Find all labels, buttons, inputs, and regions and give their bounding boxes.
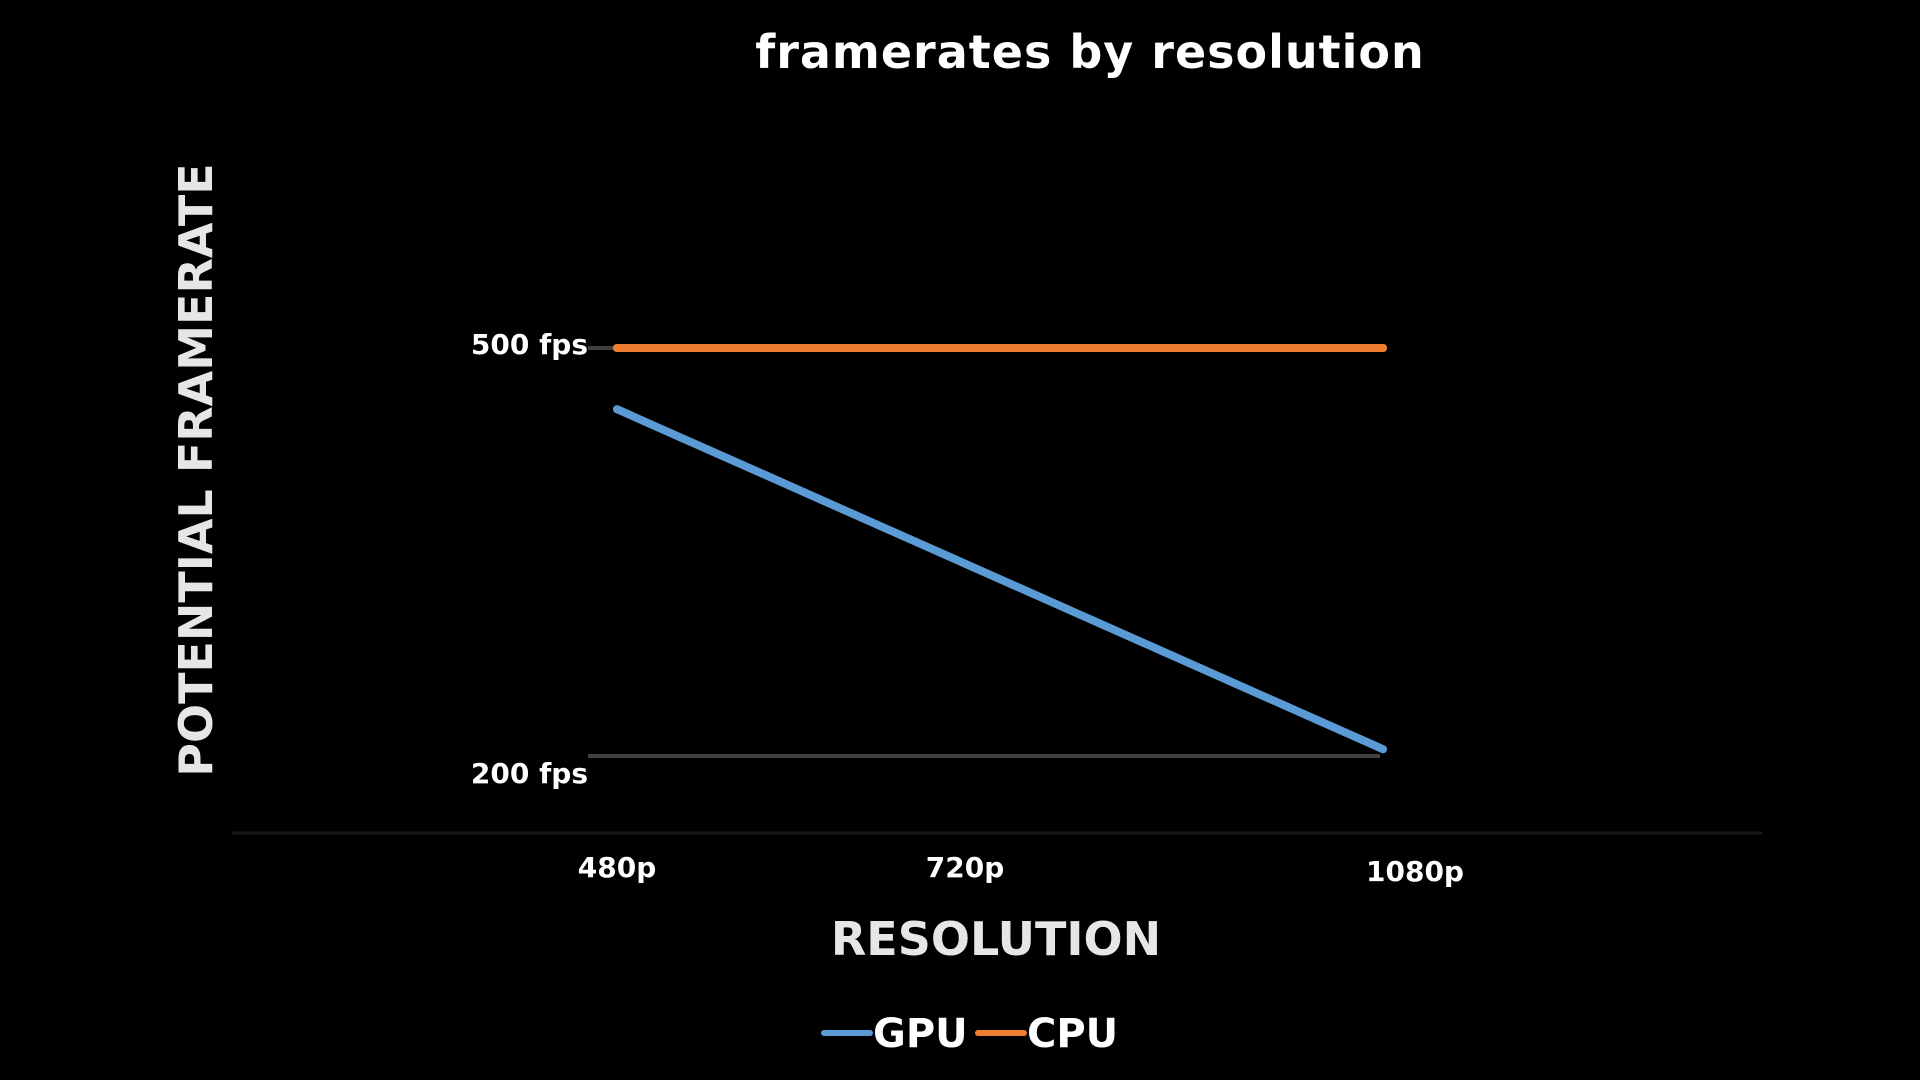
x-tick-label-1080p: 1080p <box>1366 855 1464 888</box>
point-cpu-1080p <box>1379 344 1387 352</box>
point-gpu-1080p <box>1379 745 1387 754</box>
series-lines <box>613 344 1387 754</box>
point-cpu-720p <box>996 344 1004 352</box>
x-tick-labels: 480p 720p 1080p <box>578 851 1464 888</box>
point-gpu-720p <box>996 575 1004 584</box>
legend-label-cpu: CPU <box>1027 1011 1118 1057</box>
y-tick-labels: 200 fps 500 fps <box>471 328 588 790</box>
point-gpu-480p <box>613 405 621 414</box>
legend-label-gpu: GPU <box>873 1011 968 1057</box>
x-axis-title: RESOLUTION <box>831 912 1161 966</box>
y-tick-label-500: 500 fps <box>471 328 588 361</box>
x-tick-label-480p: 480p <box>578 851 657 884</box>
x-tick-label-720p: 720p <box>926 851 1005 884</box>
point-cpu-480p <box>613 344 621 352</box>
legend: GPU CPU <box>821 1011 1118 1057</box>
chart-title: framerates by resolution <box>755 25 1425 79</box>
y-tick-label-200: 200 fps <box>471 757 588 790</box>
y-axis-title: POTENTIAL FRAMERATE <box>169 163 223 776</box>
